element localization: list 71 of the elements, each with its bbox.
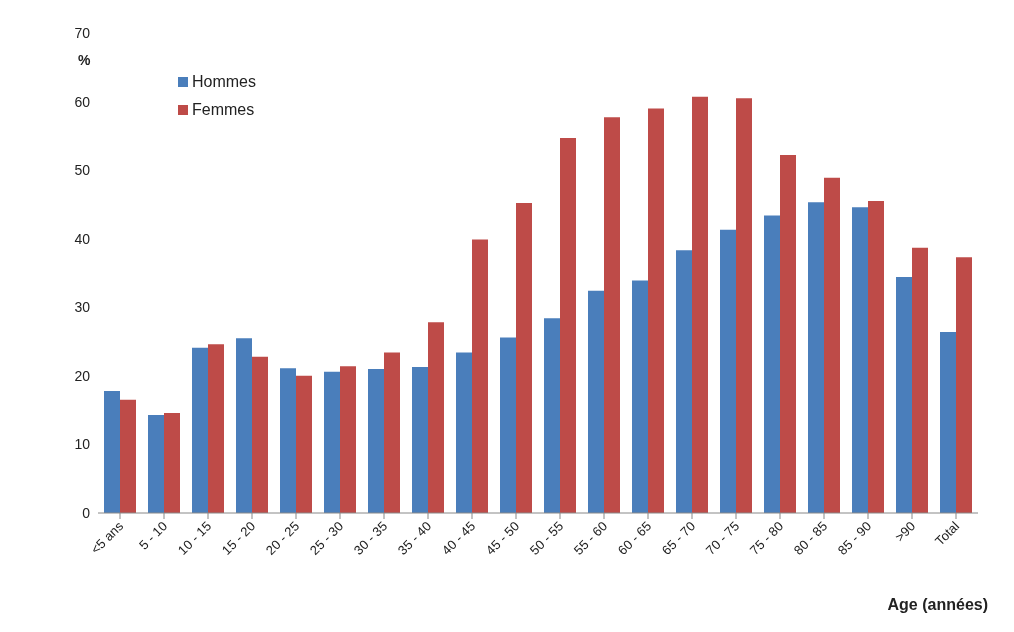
bar <box>588 290 604 513</box>
y-tick-label: 60 <box>74 93 91 110</box>
y-tick-label: 20 <box>74 367 91 384</box>
x-tick-label: 25 - 30 <box>306 518 347 558</box>
x-tick-label: 30 - 35 <box>350 518 391 558</box>
x-tick-label: 85 - 90 <box>834 518 875 558</box>
bar <box>808 202 824 513</box>
bar <box>384 352 400 513</box>
bar <box>148 414 164 513</box>
x-tick-label: <5 ans <box>87 518 127 557</box>
bar <box>120 399 136 513</box>
legend-label: Hommes <box>192 72 257 92</box>
x-tick-label: 45 - 50 <box>482 518 523 558</box>
x-tick-label: 40 - 45 <box>438 518 479 558</box>
bar <box>412 366 428 513</box>
x-tick-label: >90 <box>891 518 919 545</box>
bar <box>472 239 488 513</box>
bar <box>560 137 576 513</box>
bar <box>868 201 884 513</box>
y-tick-label: 0 <box>82 504 91 521</box>
x-tick-label: 10 - 15 <box>174 518 215 558</box>
x-tick-label: 65 - 70 <box>658 518 699 558</box>
bar <box>456 352 472 513</box>
bar <box>720 229 736 513</box>
bar <box>104 390 120 513</box>
x-tick-label: 75 - 80 <box>746 518 787 558</box>
bar <box>780 155 796 513</box>
bar <box>544 318 560 513</box>
x-axis-title: Age (années) <box>887 596 988 614</box>
bar <box>280 368 296 513</box>
bar <box>500 337 516 513</box>
x-tick-label: 50 - 55 <box>526 518 567 558</box>
bar <box>824 177 840 513</box>
bar <box>912 247 928 513</box>
y-tick-label: 50 <box>74 162 91 179</box>
y-tick-label: 10 <box>74 436 91 453</box>
x-tick-label: 5 - 10 <box>136 518 171 553</box>
bar <box>516 203 532 513</box>
y-tick-label: 40 <box>74 230 91 247</box>
bar <box>340 366 356 513</box>
legend-label: Femmes <box>192 100 255 120</box>
bar <box>164 412 180 513</box>
x-tick-label: 15 - 20 <box>218 518 259 558</box>
x-tick-label: 80 - 85 <box>790 518 831 558</box>
bar <box>956 257 972 513</box>
x-tick-label: 60 - 65 <box>614 518 655 558</box>
bar <box>940 331 956 513</box>
bar <box>648 108 664 513</box>
x-tick-label: 35 - 40 <box>394 518 435 558</box>
bar <box>236 338 252 513</box>
bar <box>368 369 384 513</box>
bar <box>852 207 868 513</box>
bar <box>764 215 780 513</box>
bar <box>736 98 752 513</box>
y-tick-label: 30 <box>74 299 91 316</box>
y-tick-label: 70 <box>74 24 91 41</box>
x-tick-label: 55 - 60 <box>570 518 611 558</box>
bar <box>604 117 620 513</box>
bar <box>324 371 340 513</box>
y-axis-title: % <box>78 52 91 68</box>
bar <box>896 277 912 513</box>
bar <box>676 250 692 513</box>
bar <box>428 322 444 513</box>
x-tick-label: 20 - 25 <box>262 518 303 558</box>
bar <box>692 96 708 513</box>
bar <box>192 347 208 513</box>
bar <box>296 375 312 513</box>
bar <box>252 356 268 513</box>
bar <box>632 280 648 513</box>
x-tick-label: 70 - 75 <box>702 518 743 558</box>
bar <box>208 344 224 513</box>
